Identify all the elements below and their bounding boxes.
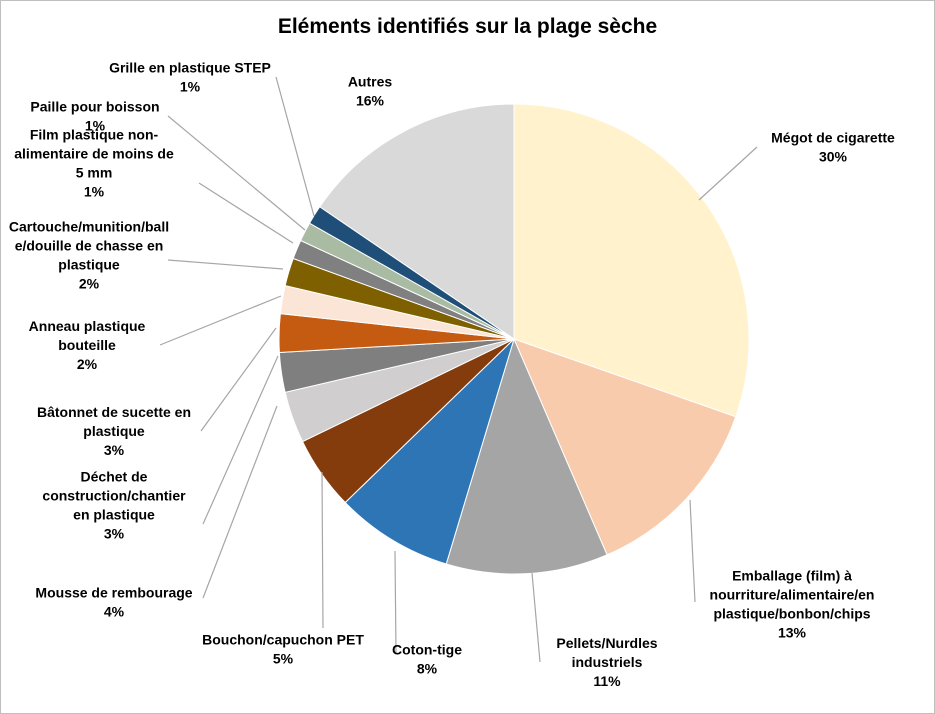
data-label: Paille pour boisson 1% (30, 99, 159, 134)
pie-slice (445, 337, 608, 575)
data-label: Emballage (film) à nourriture/alimentaire… (710, 568, 875, 641)
data-label: Bâtonnet de sucette en plastique 3% (37, 404, 191, 458)
data-label: Déchet de construction/chantier en plastiq… (42, 469, 186, 542)
pie-slice (513, 338, 737, 556)
leader-line (698, 146, 758, 201)
leader-line (167, 115, 306, 231)
data-label: Autres 16% (348, 74, 393, 109)
leader-line (159, 295, 282, 346)
chart-title: Eléments identifiés sur la plage sèche (277, 15, 658, 38)
pie-slice (344, 337, 516, 565)
data-label: Grille en plastique STEP 1% (109, 60, 271, 95)
leader-line (198, 182, 294, 244)
data-label: Mégot de cigarette 30% (771, 130, 895, 165)
leader-line (200, 327, 277, 432)
leader-line (321, 471, 324, 629)
leader-line (275, 76, 315, 217)
data-label: Mousse de rembourage 4% (35, 585, 192, 620)
pie-slice (319, 103, 515, 340)
leader-line (531, 572, 541, 663)
data-label: Pellets/Nurdles industriels 11% (556, 635, 657, 689)
leader-line (394, 550, 397, 655)
pie-slice (513, 103, 750, 418)
data-label: Anneau plastique bouteille 2% (29, 318, 146, 372)
leader-line (202, 405, 278, 599)
data-label: Coton-tige 8% (392, 642, 462, 677)
leader-line (689, 499, 696, 603)
leader-line (202, 355, 279, 525)
leader-line (167, 259, 284, 270)
data-label: Bouchon/capuchon PET 5% (202, 632, 364, 667)
data-label: Film plastique non-alimentaire de moins … (14, 127, 174, 200)
data-label: Cartouche/munition/ball e/douille de chas… (9, 219, 169, 292)
